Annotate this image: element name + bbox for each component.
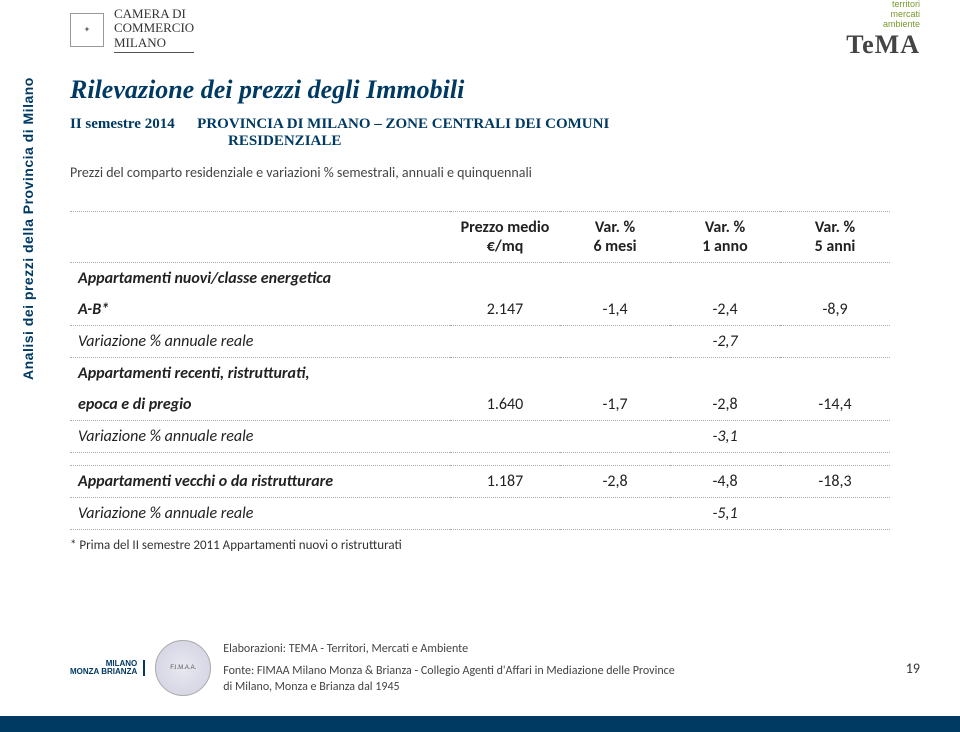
row-v1: -5,1 bbox=[670, 498, 780, 530]
row-v6: -2,8 bbox=[560, 466, 670, 498]
th-prezzo-l2: €/mq bbox=[458, 237, 552, 256]
row-label: Appartamenti vecchi o da ristrutturare bbox=[70, 466, 450, 498]
cdcm-text: CAMERA DI COMMERCIO MILANO bbox=[114, 7, 194, 53]
row-prezzo: 1.640 bbox=[450, 389, 560, 421]
row-v5: -8,9 bbox=[780, 294, 890, 326]
subtitle-residenziale: RESIDENZIALE bbox=[228, 133, 920, 150]
table-footnote: * Prima del II semestre 2011 Appartament… bbox=[70, 538, 920, 553]
cdcm-line1: CAMERA DI bbox=[114, 7, 194, 21]
row-v5 bbox=[780, 498, 890, 530]
row-label: Variazione % annuale reale bbox=[70, 326, 450, 358]
table-row: Appartamenti recenti, ristrutturati, bbox=[70, 358, 890, 390]
vertical-section-title: Analisi dei prezzi della Provincia di Mi… bbox=[20, 77, 36, 380]
page-title: Rilevazione dei prezzi degli Immobili bbox=[70, 75, 920, 105]
row-cell bbox=[560, 263, 670, 295]
cdcm-line3: MILANO bbox=[114, 36, 194, 50]
row-label2: epoca e di pregio bbox=[70, 389, 450, 421]
subtitle-zone: PROVINCIA DI MILANO – ZONE CENTRALI DEI … bbox=[197, 116, 609, 133]
table-header-prezzo: Prezzo medio €/mq bbox=[450, 212, 560, 263]
row-label2: A-B* bbox=[70, 294, 450, 326]
row-prezzo: 2.147 bbox=[450, 294, 560, 326]
row-label: Appartamenti recenti, ristrutturati, bbox=[70, 358, 450, 390]
fimaa-text: F.I.M.A.A. bbox=[170, 665, 196, 671]
table-header-empty bbox=[70, 212, 450, 263]
description-text: Prezzi del comparto residenziale e varia… bbox=[70, 164, 920, 181]
row-v1: -2,7 bbox=[670, 326, 780, 358]
row-cell bbox=[670, 263, 780, 295]
footer: MILANO MONZA BRIANZA F.I.M.A.A. Elaboraz… bbox=[70, 640, 920, 696]
row-cell bbox=[670, 358, 780, 390]
mmb-logo: MILANO MONZA BRIANZA bbox=[70, 660, 145, 677]
cdcm-line2: COMMERCIO bbox=[114, 21, 194, 35]
row-cell bbox=[780, 358, 890, 390]
table-header-v5: Var. % 5 anni bbox=[780, 212, 890, 263]
row-v1: -3,1 bbox=[670, 421, 780, 453]
row-v5: -14,4 bbox=[780, 389, 890, 421]
logo-tema: territori mercati ambiente TeMA bbox=[846, 0, 920, 60]
subtitle-row: II semestre 2014 PROVINCIA DI MILANO – Z… bbox=[70, 115, 920, 150]
row-v1: -2,4 bbox=[670, 294, 780, 326]
th-v5-l1: Var. % bbox=[788, 218, 882, 237]
th-v1-l1: Var. % bbox=[678, 218, 772, 237]
row-v6 bbox=[560, 326, 670, 358]
table-header-v6: Var. % 6 mesi bbox=[560, 212, 670, 263]
slide-content: Rilevazione dei prezzi degli Immobili II… bbox=[70, 75, 920, 553]
row-cell bbox=[780, 263, 890, 295]
tema-sub3: ambiente bbox=[846, 20, 920, 30]
cdcm-crest-icon: ✦ bbox=[70, 13, 104, 47]
row-label: Variazione % annuale reale bbox=[70, 498, 450, 530]
row-v5 bbox=[780, 326, 890, 358]
row-prezzo: 1.187 bbox=[450, 466, 560, 498]
footer-text: Elaborazioni: TEMA - Territori, Mercati … bbox=[223, 641, 894, 696]
table-row: epoca e di pregio 1.640 -1,7 -2,8 -14,4 bbox=[70, 389, 890, 421]
row-v6: -1,7 bbox=[560, 389, 670, 421]
row-prezzo bbox=[450, 326, 560, 358]
table-row: Variazione % annuale reale -3,1 bbox=[70, 421, 890, 453]
th-v5-l2: 5 anni bbox=[788, 237, 882, 256]
th-v1-l2: 1 anno bbox=[678, 237, 772, 256]
footer-line3: di Milano, Monza e Brianza dal 1945 bbox=[223, 679, 894, 695]
row-v6 bbox=[560, 421, 670, 453]
price-table: Prezzo medio €/mq Var. % 6 mesi Var. % 1… bbox=[70, 211, 890, 530]
row-v6: -1,4 bbox=[560, 294, 670, 326]
row-prezzo bbox=[450, 498, 560, 530]
row-v1: -4,8 bbox=[670, 466, 780, 498]
row-cell bbox=[560, 358, 670, 390]
table-row: Appartamenti vecchi o da ristrutturare 1… bbox=[70, 466, 890, 498]
fimaa-logo-icon: F.I.M.A.A. bbox=[155, 640, 211, 696]
mmb-l2: MONZA BRIANZA bbox=[70, 668, 137, 676]
th-prezzo-l1: Prezzo medio bbox=[458, 218, 552, 237]
th-v6-l1: Var. % bbox=[568, 218, 662, 237]
table-row: Appartamenti nuovi/classe energetica bbox=[70, 263, 890, 295]
table-row: Variazione % annuale reale -5,1 bbox=[70, 498, 890, 530]
table-row: Variazione % annuale reale -2,7 bbox=[70, 326, 890, 358]
table-spacer bbox=[70, 453, 890, 466]
subtitle-semester: II semestre 2014 bbox=[70, 116, 175, 133]
row-v5: -18,3 bbox=[780, 466, 890, 498]
row-v1: -2,8 bbox=[670, 389, 780, 421]
table-row: A-B* 2.147 -1,4 -2,4 -8,9 bbox=[70, 294, 890, 326]
logo-camera-commercio: ✦ CAMERA DI COMMERCIO MILANO bbox=[70, 7, 194, 53]
row-cell bbox=[450, 358, 560, 390]
footer-line2: Fonte: FIMAA Milano Monza & Brianza - Co… bbox=[223, 663, 894, 679]
row-label: Variazione % annuale reale bbox=[70, 421, 450, 453]
tema-wordmark: TeMA bbox=[846, 30, 920, 60]
th-v6-l2: 6 mesi bbox=[568, 237, 662, 256]
footer-logos: MILANO MONZA BRIANZA F.I.M.A.A. bbox=[70, 640, 211, 696]
row-v5 bbox=[780, 421, 890, 453]
table-header-v1: Var. % 1 anno bbox=[670, 212, 780, 263]
top-bar: ✦ CAMERA DI COMMERCIO MILANO territori m… bbox=[0, 0, 960, 60]
row-v6 bbox=[560, 498, 670, 530]
page-number: 19 bbox=[906, 660, 920, 677]
footer-line1: Elaborazioni: TEMA - Territori, Mercati … bbox=[223, 641, 894, 657]
row-cell bbox=[450, 263, 560, 295]
row-label: Appartamenti nuovi/classe energetica bbox=[70, 263, 450, 295]
table-header-row: Prezzo medio €/mq Var. % 6 mesi Var. % 1… bbox=[70, 212, 890, 263]
bottom-stripe bbox=[0, 716, 960, 732]
row-prezzo bbox=[450, 421, 560, 453]
